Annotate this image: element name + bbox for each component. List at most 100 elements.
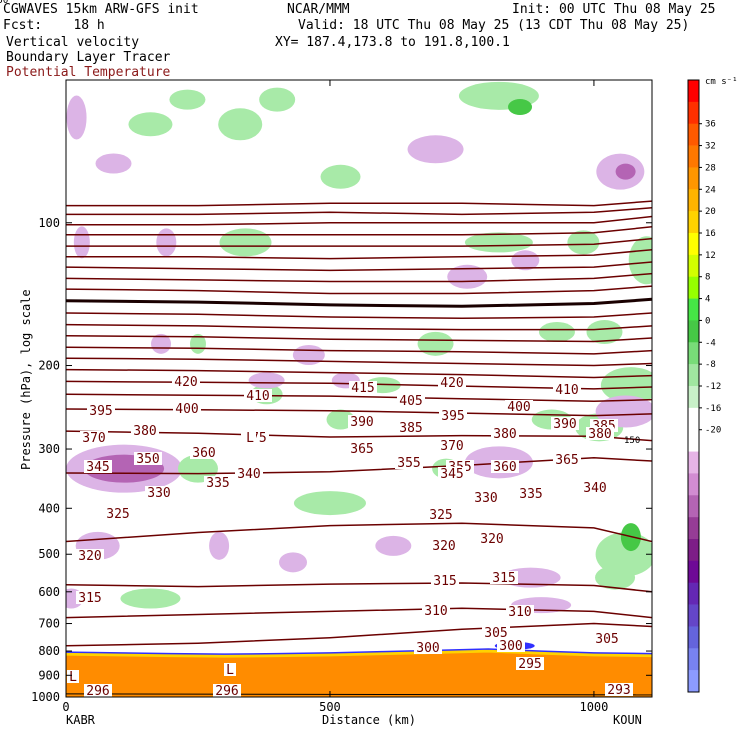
contour-label-305: 305 <box>484 626 507 641</box>
theta-contour-410 <box>66 215 652 226</box>
theta-contour-350 <box>66 357 652 367</box>
right-station-label: KOUN <box>613 713 642 727</box>
contour-label-bg <box>131 424 159 437</box>
w-shade-blob <box>177 454 218 483</box>
field-label-tracer: Boundary Layer Tracer <box>6 50 171 65</box>
contour-label-415: 415 <box>351 381 374 396</box>
colorbar-swatch <box>688 276 699 299</box>
theta-contour-345 <box>66 368 652 379</box>
colorbar-swatch <box>688 407 699 431</box>
w-shade-blob <box>628 236 652 285</box>
colorbar-swatch <box>688 670 699 693</box>
w-shade-blob <box>120 588 181 609</box>
theta-contour-300 <box>66 622 652 647</box>
colorbar-tick-label: -16 <box>705 404 721 414</box>
contour-label-bg <box>505 400 533 413</box>
contour-label-330: 330 <box>474 491 497 506</box>
y-tick-label: 700 <box>38 617 60 631</box>
colorbar-tick-label: -8 <box>705 360 716 370</box>
contour-label-325: 325 <box>429 508 452 523</box>
contour-label-315: 315 <box>433 574 456 589</box>
contour-label-360: 360 <box>192 446 215 461</box>
colorbar-swatch <box>688 123 699 146</box>
colorbar-tick-label: 12 <box>705 251 716 261</box>
colorbar-tick-label: 20 <box>705 207 716 217</box>
colorbar-swatch <box>688 364 699 387</box>
w-shade-blob <box>567 230 600 255</box>
contour-label-400: 400 <box>507 400 530 415</box>
w-shade-blob <box>375 535 412 556</box>
contour-label-bg <box>430 539 458 552</box>
theta-contour-335 <box>66 393 652 403</box>
w-shade-blob <box>156 228 177 257</box>
contour-label-bg <box>605 683 633 696</box>
contour-label-395: 395 <box>441 409 464 424</box>
theta-contour-395 <box>66 248 652 260</box>
contour-label-bg <box>516 657 544 670</box>
w-shade-blob <box>218 108 263 141</box>
contour-label-420: 420 <box>440 376 463 391</box>
contour-label-bg <box>593 632 621 645</box>
contour-label-bg <box>213 684 241 697</box>
contour-label-bg <box>235 467 263 480</box>
colorbar-swatch <box>688 342 699 365</box>
contour-label-330: 330 <box>147 486 170 501</box>
contour-label-bg <box>348 442 376 455</box>
contour-label-bg <box>87 404 115 417</box>
colorbar-swatch <box>688 648 699 671</box>
contour-label-bg <box>472 491 500 504</box>
colorbar-swatch <box>688 211 699 234</box>
contour-label-bg <box>551 417 579 430</box>
contour-label-325: 325 <box>106 507 129 522</box>
colorbar-tick-label: 16 <box>705 229 716 239</box>
contour-label-bg <box>482 626 510 639</box>
w-shade-blob <box>169 89 206 110</box>
contour-label-bg <box>84 460 112 473</box>
contour-label-345: 345 <box>86 460 109 475</box>
contour-label-335: 335 <box>519 487 542 502</box>
colorbar-swatch <box>688 386 699 409</box>
y-tick-label: 100 <box>38 216 60 230</box>
contour-label-335: 335 <box>206 476 229 491</box>
contour-label-310: 310 <box>424 604 447 619</box>
x-axis-label: Distance (km) <box>322 713 416 727</box>
y-tick-label: 500 <box>38 547 60 561</box>
w-shade-blob <box>259 87 296 112</box>
contour-label-315: 315 <box>492 571 515 586</box>
w-shade-blob <box>209 531 230 560</box>
model-title: CGWAVES 15km ARW-GFS init <box>3 2 199 17</box>
colorbar-tick-label: -4 <box>705 338 716 348</box>
y-axis-label: Pressure (hPa), log scale <box>19 289 33 470</box>
x-axis: 0 500 1000 <box>62 80 608 714</box>
contour-label-300: 300 <box>499 639 522 654</box>
contour-label-bg <box>581 481 609 494</box>
w-shade-blob <box>95 153 132 174</box>
contour-label-bg <box>506 605 534 618</box>
w-shade-blob <box>407 135 464 164</box>
contour-label-380: 380 <box>588 427 611 442</box>
contour-label-355: 355 <box>397 456 420 471</box>
contour-label-bg <box>490 571 518 584</box>
contour-label-bg <box>349 381 377 394</box>
tracer-top-blue <box>66 648 652 655</box>
theta-contour-375 <box>66 297 652 308</box>
y-tick-label: 900 <box>38 668 60 682</box>
colorbar-swatch <box>688 145 699 168</box>
contour-label-400: 400 <box>175 402 198 417</box>
contour-label-bg <box>431 574 459 587</box>
w-shade-blob <box>615 163 636 180</box>
contour-label-bg <box>397 394 425 407</box>
y-tick-label: 300 <box>38 442 60 456</box>
contour-label-L: L <box>246 431 254 446</box>
contour-label-bg <box>497 639 525 652</box>
contour-label-410: 410 <box>246 389 269 404</box>
contour-label-320: 320 <box>480 532 503 547</box>
field-label-vertical-velocity: Vertical velocity <box>6 35 140 50</box>
colorbar-tick-label: 0 <box>705 316 710 326</box>
theta-contour-390 <box>66 261 652 272</box>
colorbar-unit: cm s⁻¹ <box>705 77 738 87</box>
colorbar-swatch <box>688 298 699 321</box>
contour-label-bg <box>145 486 173 499</box>
y-tick-label: 400 <box>38 501 60 515</box>
contour-label-bg <box>80 431 108 444</box>
